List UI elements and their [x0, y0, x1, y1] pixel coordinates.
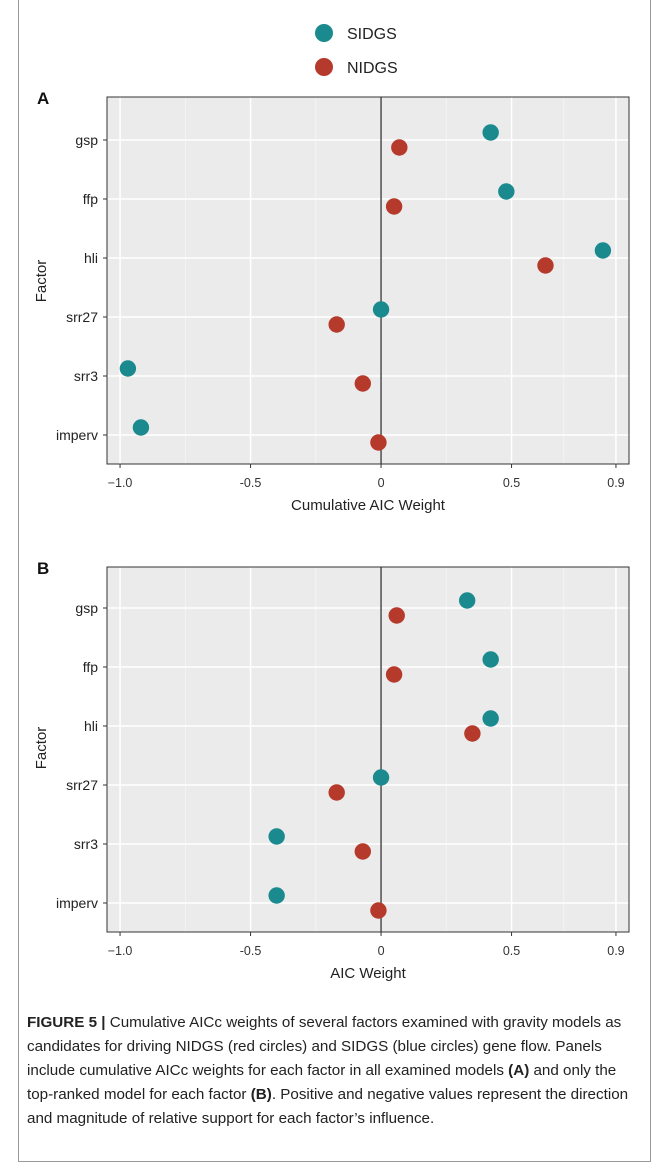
y-axis-title: Factor	[33, 260, 50, 303]
point-nidgs-imperv	[370, 434, 387, 451]
x-axis-title: Cumulative AIC Weight	[291, 497, 446, 514]
caption-ref-a: (A)	[508, 1062, 530, 1079]
legend-label-nidgs: NIDGS	[347, 60, 398, 77]
y-tick-label-gsp: gsp	[75, 600, 98, 616]
legend-item-sidgs: SIDGS	[315, 24, 397, 43]
x-tick-label: 0.5	[503, 944, 520, 958]
plot-border	[106, 96, 630, 465]
figure-caption: FIGURE 5 | Cumulative AICc weights of se…	[27, 1011, 645, 1131]
point-sidgs-imperv	[132, 419, 150, 436]
x-tick-label: −1.0	[108, 476, 133, 490]
x-tick-label: -0.5	[240, 476, 262, 490]
caption-text-2: and only the top-ranked model for each f…	[27, 1062, 617, 1103]
point-sidgs-srr27	[372, 769, 390, 786]
point-nidgs-srr27	[328, 784, 345, 801]
legend-marker-nidgs	[315, 58, 333, 76]
y-tick-label-ffp: ffp	[83, 191, 99, 207]
y-tick-label-ffp: ffp	[83, 659, 99, 675]
y-tick-label-srr3: srr3	[74, 836, 98, 852]
caption-ref-b: (B)	[250, 1086, 272, 1103]
point-nidgs-hli	[464, 725, 481, 742]
figure-frame	[18, 0, 651, 1162]
point-sidgs-srr27	[372, 301, 390, 318]
y-tick-label-srr3: srr3	[74, 368, 98, 384]
point-sidgs-srr3	[119, 360, 137, 377]
point-nidgs-srr27	[328, 316, 345, 333]
plot-border	[106, 566, 630, 933]
x-axis-title: AIC Weight	[330, 965, 406, 982]
y-tick-label-gsp: gsp	[75, 132, 98, 148]
plot-background	[107, 97, 629, 464]
y-tick-label-hli: hli	[84, 250, 98, 266]
x-tick-label: -0.5	[240, 944, 262, 958]
x-tick-label: 0	[378, 944, 385, 958]
legend-item-nidgs: NIDGS	[315, 58, 398, 77]
x-tick-label: 0.9	[607, 944, 624, 958]
point-nidgs-ffp	[385, 666, 403, 683]
point-nidgs-hli	[537, 257, 554, 274]
point-nidgs-imperv	[370, 902, 387, 919]
caption-text-1: Cumulative AICc weights of several facto…	[27, 1014, 622, 1079]
y-tick-label-srr27: srr27	[66, 777, 98, 793]
point-nidgs-gsp	[388, 607, 405, 624]
point-nidgs-gsp	[391, 139, 408, 156]
x-tick-label: 0.9	[607, 476, 624, 490]
point-nidgs-ffp	[385, 198, 403, 215]
point-sidgs-gsp	[482, 124, 499, 141]
legend-marker-sidgs	[315, 24, 333, 42]
panel-letter: A	[37, 89, 49, 108]
y-tick-label-srr27: srr27	[66, 309, 98, 325]
point-sidgs-hli	[482, 710, 499, 727]
point-nidgs-srr3	[354, 843, 371, 860]
x-tick-label: 0.5	[503, 476, 520, 490]
point-sidgs-ffp	[498, 183, 515, 200]
legend-label-sidgs: SIDGS	[347, 26, 397, 43]
y-tick-label-hli: hli	[84, 718, 98, 734]
plot-background	[107, 567, 629, 932]
x-tick-label: −1.0	[108, 944, 133, 958]
point-sidgs-imperv	[268, 887, 285, 904]
point-sidgs-ffp	[482, 651, 499, 668]
point-nidgs-srr3	[354, 375, 371, 392]
caption-label: FIGURE 5 |	[27, 1014, 106, 1031]
y-axis-title: Factor	[33, 727, 50, 770]
y-tick-label-imperv: imperv	[56, 895, 98, 911]
y-tick-label-imperv: imperv	[56, 427, 98, 443]
point-sidgs-hli	[594, 242, 612, 259]
x-tick-label: 0	[378, 476, 385, 490]
panel-letter: B	[37, 559, 49, 578]
point-sidgs-srr3	[268, 828, 285, 845]
caption-text-3: . Positive and negative values represent…	[27, 1086, 629, 1127]
point-sidgs-gsp	[458, 592, 476, 609]
